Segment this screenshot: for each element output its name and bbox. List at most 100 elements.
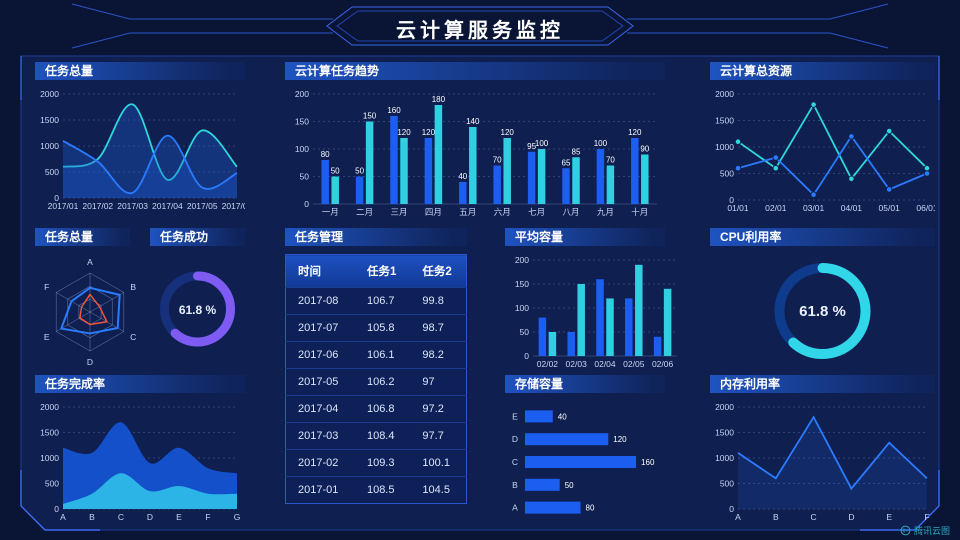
svg-text:E: E (886, 512, 892, 522)
svg-text:100: 100 (515, 303, 529, 313)
panel-title-task-total-line: 任务总量 (35, 62, 245, 80)
task-table-body: 2017-08 106.7 99.8 2017-07 105.8 98.7 2017-06 1… (285, 287, 467, 504)
table-row: 2017-04 106.8 97.2 (285, 395, 467, 423)
svg-text:02/03: 02/03 (566, 359, 588, 369)
svg-text:120: 120 (397, 128, 411, 137)
panel-title-task-success: 任务成功 (150, 228, 245, 246)
panel-task-management: 任务管理 时间 任务1 任务2 2017-08 106.7 99.8 2017-07 105… (285, 228, 467, 504)
svg-text:40: 40 (558, 412, 567, 421)
avg-capacity-chart: 0 50 100 150 200 02/02 02/03 02/04 02/05 02/06 (515, 255, 677, 369)
svg-text:F: F (44, 282, 49, 292)
svg-text:0: 0 (54, 193, 59, 203)
svg-text:50: 50 (331, 167, 340, 176)
svg-text:五月: 五月 (459, 207, 476, 217)
svg-text:D: D (87, 357, 93, 367)
svg-text:2017/02: 2017/02 (82, 201, 113, 211)
svg-text:150: 150 (515, 279, 529, 289)
svg-text:150: 150 (363, 112, 377, 121)
svg-text:160: 160 (641, 458, 655, 467)
svg-text:1000: 1000 (40, 141, 59, 151)
storage-hbar-chart: E 40 D 120 C 160 B 50 A 80 (512, 410, 655, 514)
table-column-header: 任务2 (410, 254, 467, 288)
panel-title-task-completion: 任务完成率 (35, 375, 245, 393)
panel-title-task-total-radar: 任务总量 (35, 228, 130, 246)
svg-text:180: 180 (432, 95, 446, 104)
svg-text:D: D (512, 434, 518, 444)
svg-text:65: 65 (562, 158, 571, 167)
svg-text:1500: 1500 (40, 428, 59, 438)
panel-title-memory: 内存利用率 (710, 375, 935, 393)
panel-avg-capacity: 平均容量 0 50 100 150 200 02/02 02/03 02/04 02/05 02/… (505, 228, 685, 372)
svg-text:06/01: 06/01 (916, 203, 935, 213)
svg-text:C: C (512, 457, 518, 467)
svg-text:120: 120 (628, 128, 642, 137)
svg-text:500: 500 (45, 479, 59, 489)
panel-title-cloud-task-trend: 云计算任务趋势 (285, 62, 665, 80)
svg-text:1500: 1500 (715, 116, 734, 126)
svg-text:E: E (512, 411, 518, 421)
svg-text:2017/03: 2017/03 (117, 201, 148, 211)
svg-text:C: C (118, 512, 124, 522)
task-success-donut-chart: 61.8 % (160, 271, 235, 347)
svg-text:61.8 %: 61.8 % (799, 303, 846, 320)
svg-text:2017/01: 2017/01 (48, 201, 79, 211)
svg-text:50: 50 (565, 481, 574, 490)
task-radar-chart: A B C D E F (44, 257, 136, 367)
svg-text:02/02: 02/02 (537, 359, 559, 369)
panel-cpu-usage: CPU利用率 61.8 % (710, 228, 935, 372)
svg-text:200: 200 (295, 89, 309, 99)
svg-text:05/01: 05/01 (879, 203, 901, 213)
svg-text:2000: 2000 (715, 89, 734, 99)
table-row: 2017-06 106.1 98.2 (285, 341, 467, 369)
svg-text:0: 0 (524, 351, 529, 361)
svg-text:120: 120 (613, 435, 627, 444)
svg-text:1000: 1000 (715, 142, 734, 152)
svg-text:02/05: 02/05 (623, 359, 645, 369)
svg-text:0: 0 (304, 199, 309, 209)
svg-text:B: B (130, 282, 136, 292)
svg-text:B: B (773, 512, 779, 522)
svg-text:2000: 2000 (715, 402, 734, 412)
svg-text:50: 50 (300, 172, 310, 182)
svg-text:70: 70 (606, 156, 615, 165)
svg-text:140: 140 (466, 117, 480, 126)
svg-text:六月: 六月 (494, 207, 511, 217)
svg-text:B: B (512, 480, 518, 490)
panel-cloud-task-trend: 云计算任务趋势 0 50 100 150 200 一月 二月 三月 四月 五月 六月 七月 八月 九月 十月… (285, 62, 665, 220)
panel-title-avg-capacity: 平均容量 (505, 228, 665, 246)
svg-text:E: E (44, 332, 50, 342)
panel-task-total-line: 任务总量 0 500 1000 1500 2000 2017/01 2017/02 2017/… (35, 62, 245, 214)
svg-text:九月: 九月 (597, 207, 614, 217)
panel-task-completion: 任务完成率 0 500 1000 1500 2000 A B C D E F G (35, 375, 245, 525)
svg-text:200: 200 (515, 255, 529, 265)
cpu-usage-donut-chart: 61.8 % (774, 263, 871, 359)
svg-text:A: A (512, 503, 518, 513)
svg-text:100: 100 (535, 139, 549, 148)
svg-text:160: 160 (387, 106, 401, 115)
table-header-row: 时间 任务1 任务2 (285, 254, 467, 288)
memory-line-chart: 0 500 1000 1500 2000 A B C D E F (715, 402, 930, 522)
svg-text:A: A (87, 257, 93, 267)
svg-text:1000: 1000 (715, 453, 734, 463)
svg-text:G: G (234, 512, 241, 522)
svg-text:02/06: 02/06 (652, 359, 674, 369)
svg-text:D: D (848, 512, 854, 522)
svg-text:E: E (176, 512, 182, 522)
table-row: 2017-05 106.2 97 (285, 368, 467, 396)
panel-title-cpu-usage: CPU利用率 (710, 228, 935, 246)
table-row: 2017-08 106.7 99.8 (285, 287, 467, 315)
svg-text:2017/04: 2017/04 (152, 201, 183, 211)
svg-text:500: 500 (720, 169, 734, 179)
svg-text:2000: 2000 (40, 402, 59, 412)
table-column-header: 任务1 (354, 254, 411, 288)
task-total-line-chart: 0 500 1000 1500 2000 2017/01 2017/02 2017/03 201… (40, 89, 245, 211)
svg-text:02/01: 02/01 (765, 203, 787, 213)
svg-text:1500: 1500 (40, 115, 59, 125)
svg-text:F: F (924, 512, 929, 522)
svg-text:二月: 二月 (356, 207, 373, 217)
svg-text:50: 50 (355, 167, 364, 176)
svg-text:0: 0 (54, 504, 59, 514)
table-row: 2017-01 108.5 104.5 (285, 476, 467, 504)
panel-title-cloud-resources: 云计算总资源 (710, 62, 935, 80)
